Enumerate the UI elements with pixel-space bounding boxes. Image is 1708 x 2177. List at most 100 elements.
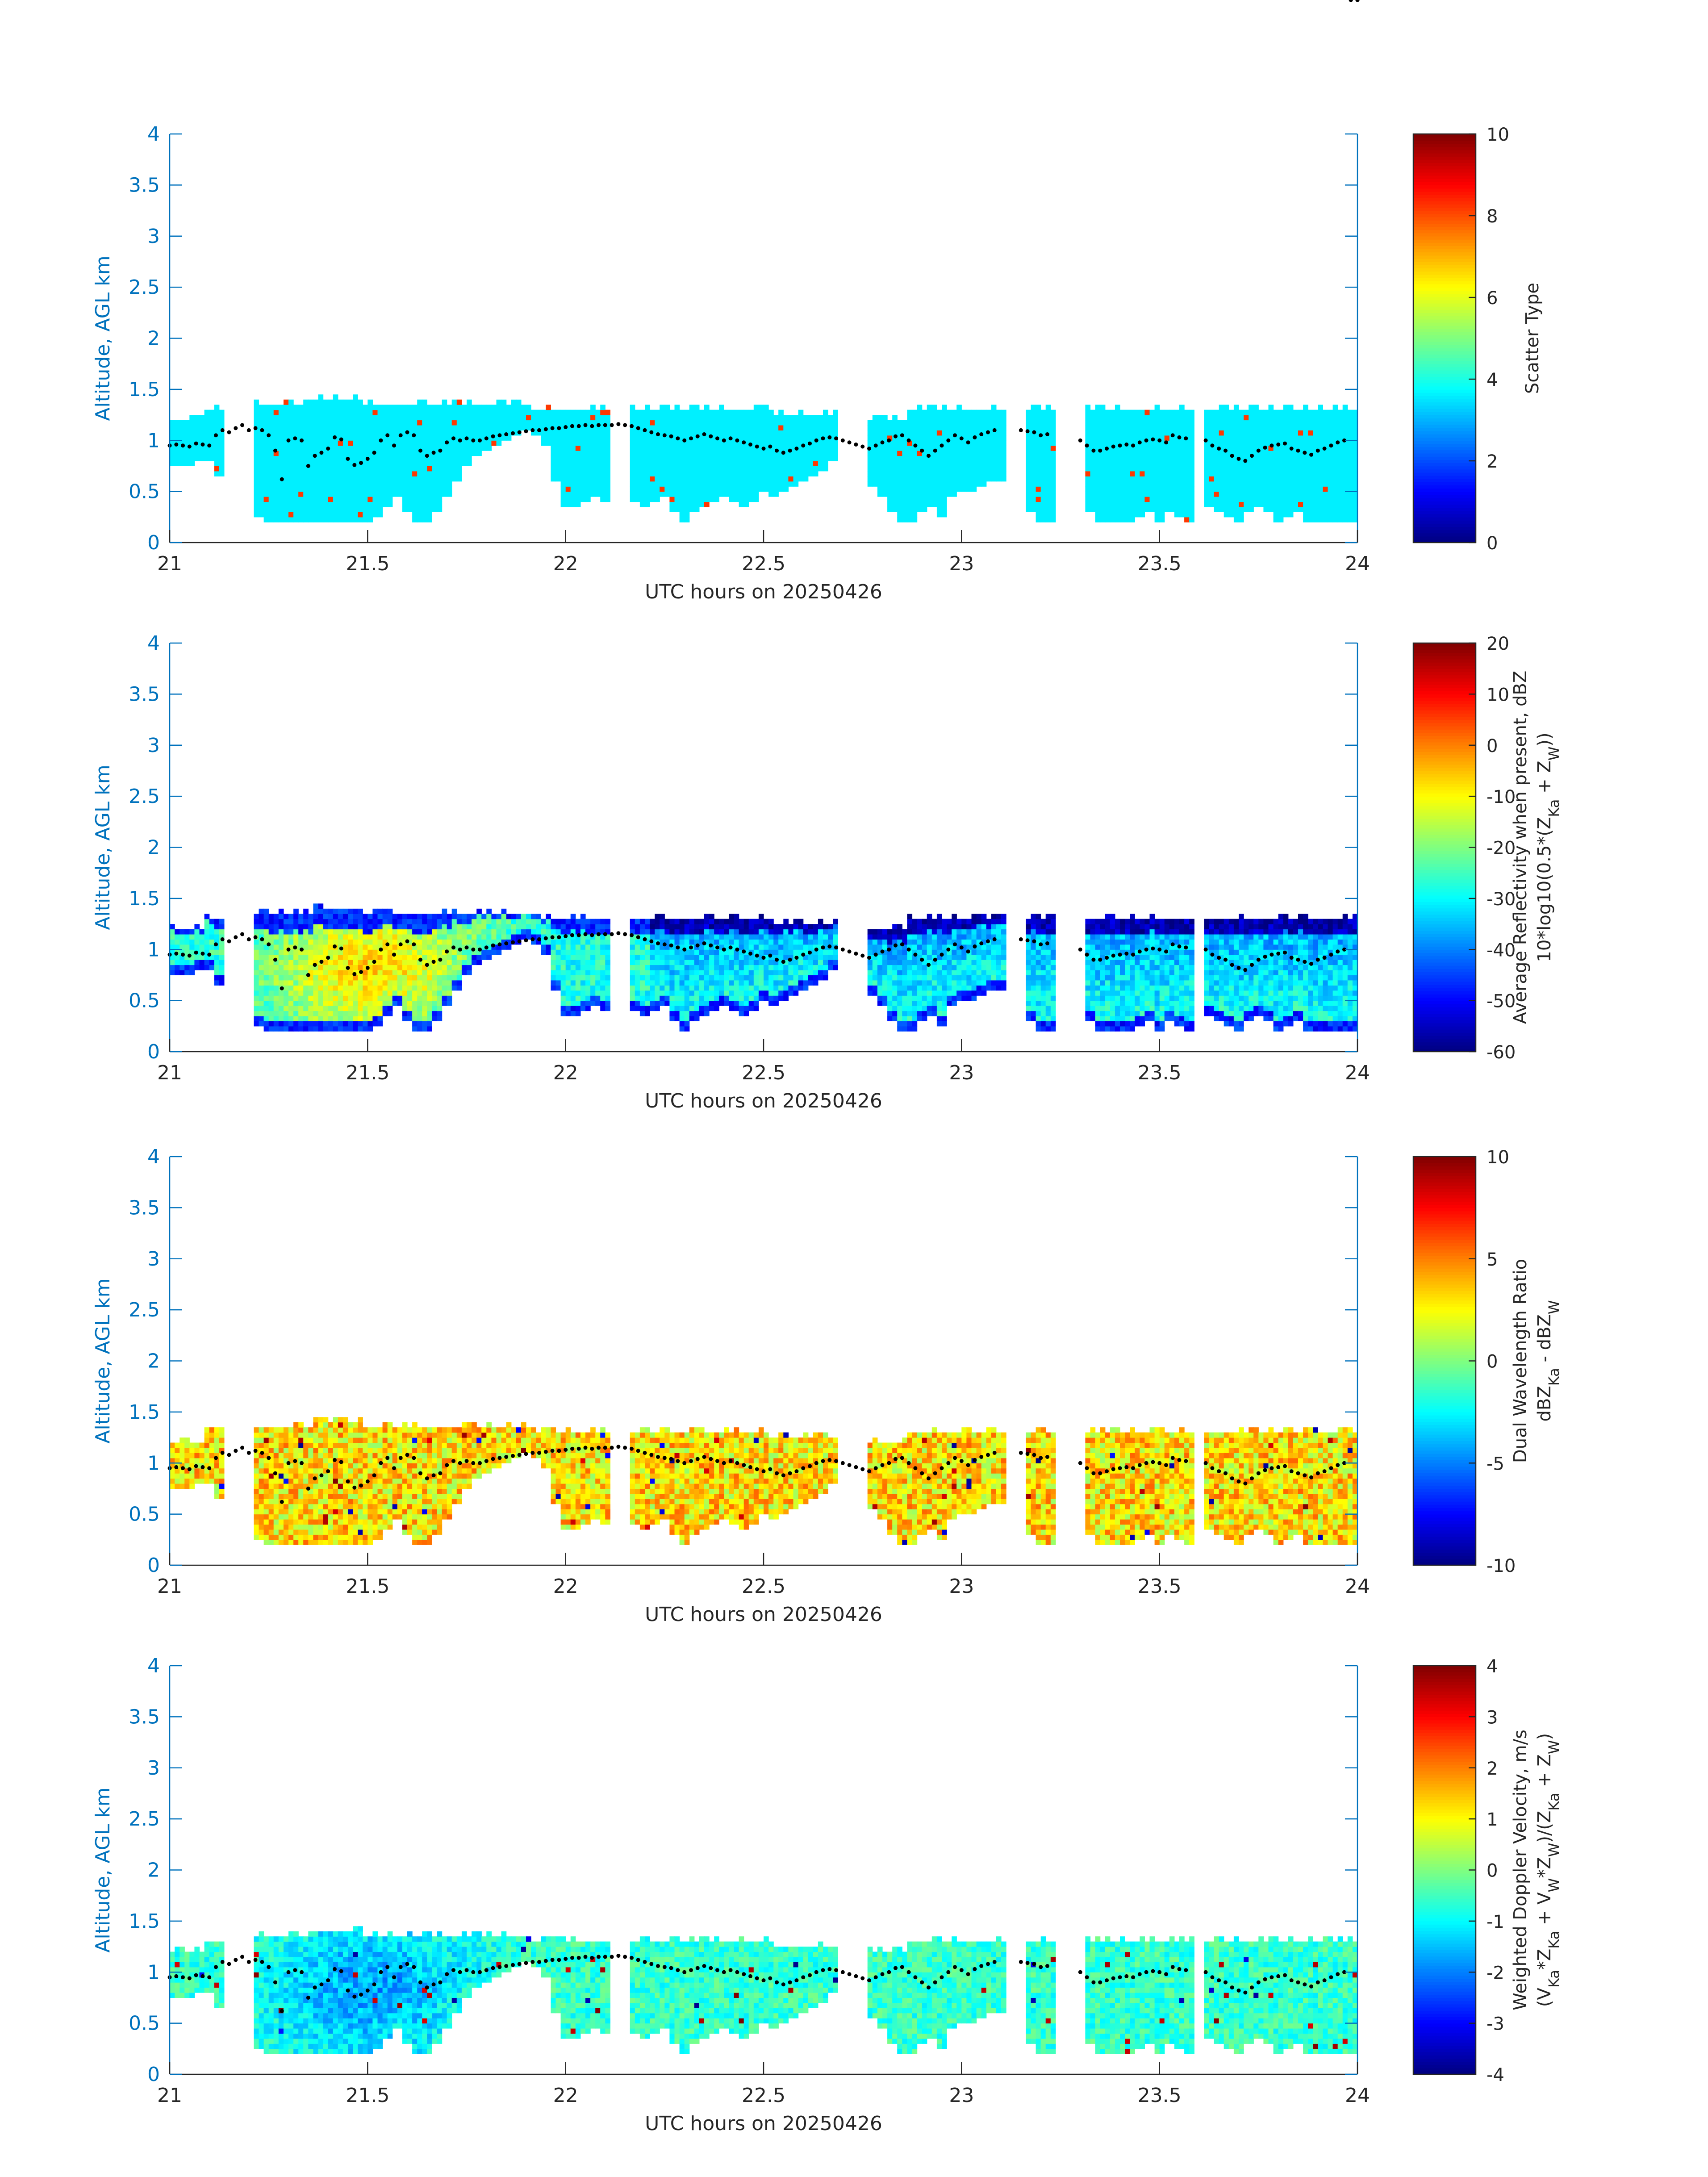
data-cell [1164,430,1170,436]
data-cell [180,430,185,436]
data-cell [353,466,358,472]
data-cell [1298,497,1303,502]
data-cell [263,451,269,456]
data-cell [1189,517,1194,522]
data-cell [660,471,665,476]
data-cell [293,501,299,507]
data-cell [1036,420,1041,426]
data-cell [461,420,467,426]
data-cell [1337,435,1343,441]
data-cell [639,461,645,466]
data-cell [348,420,353,426]
data-cell [897,481,902,487]
data-cell [506,420,512,426]
data-cell [714,430,719,436]
data-cell [372,944,378,950]
data-cell [170,934,175,940]
data-cell [353,1026,358,1032]
data-cell [461,425,467,430]
data-cell [407,466,413,472]
data-cell [293,461,299,466]
data-cell [1249,466,1254,472]
data-cell [1036,405,1041,410]
data-cell [467,415,472,421]
data-cell [342,929,348,935]
data-cell [358,405,363,410]
data-cell [476,445,482,451]
data-cell [803,455,809,461]
data-cell [1140,497,1145,502]
data-cell [338,980,343,986]
data-cell [1293,481,1299,487]
data-cell [699,461,705,466]
colorbar-segment [1413,418,1476,422]
data-cell [555,415,561,421]
data-cell [1031,466,1036,472]
cloud-base-point [1210,443,1215,448]
data-cell [486,425,492,430]
data-cell [278,908,284,914]
data-cell [348,455,353,461]
data-cell [372,445,378,451]
data-cell [273,985,279,991]
data-cell [1323,455,1328,461]
data-cell [952,445,957,451]
data-cell [372,965,378,970]
data-cell [719,481,724,487]
data-cell [372,1011,378,1016]
data-cell [293,486,299,492]
data-cell [1258,466,1264,472]
data-cell [1140,466,1145,472]
data-cell [1085,501,1091,507]
data-cell [1100,461,1106,466]
cloud-base-point [1164,440,1168,445]
data-cell [501,399,507,405]
data-cell [674,471,680,476]
data-cell [367,919,373,924]
data-cell [605,451,610,456]
data-cell [1001,466,1006,472]
data-cell [313,481,319,487]
data-cell [283,415,289,421]
data-cell [209,445,215,451]
data-cell [956,409,962,415]
data-cell [764,461,769,466]
data-cell [254,975,259,981]
data-cell [630,471,635,476]
data-cell [273,471,279,476]
data-cell [323,939,329,945]
data-cell [263,517,269,522]
data-cell [263,939,269,945]
data-cell [1090,445,1096,451]
data-cell [363,476,368,482]
data-cell [278,440,284,446]
data-cell [1244,440,1249,446]
data-cell [278,980,284,986]
data-cell [986,435,992,441]
data-cell [1268,430,1274,436]
data-cell [1342,491,1348,497]
data-cell [1233,435,1239,441]
data-cell [209,440,215,446]
data-cell [887,491,893,497]
colorbar-segment [1413,306,1476,310]
data-cell [263,440,269,446]
data-cell [313,919,319,924]
data-cell [382,1000,388,1006]
data-cell [358,990,363,996]
data-cell [743,420,749,426]
data-cell [323,425,329,430]
data-cell [1159,415,1165,421]
data-cell [1308,486,1313,492]
data-cell [1214,415,1219,421]
data-cell [184,430,190,436]
cloud-base-point [781,451,785,455]
data-cell [363,970,368,975]
data-cell [278,430,284,436]
data-cell [204,960,210,965]
data-cell [254,491,259,497]
data-cell [1273,512,1279,518]
data-cell [684,461,690,466]
colorbar-segment [1413,380,1476,384]
data-cell [467,445,472,451]
